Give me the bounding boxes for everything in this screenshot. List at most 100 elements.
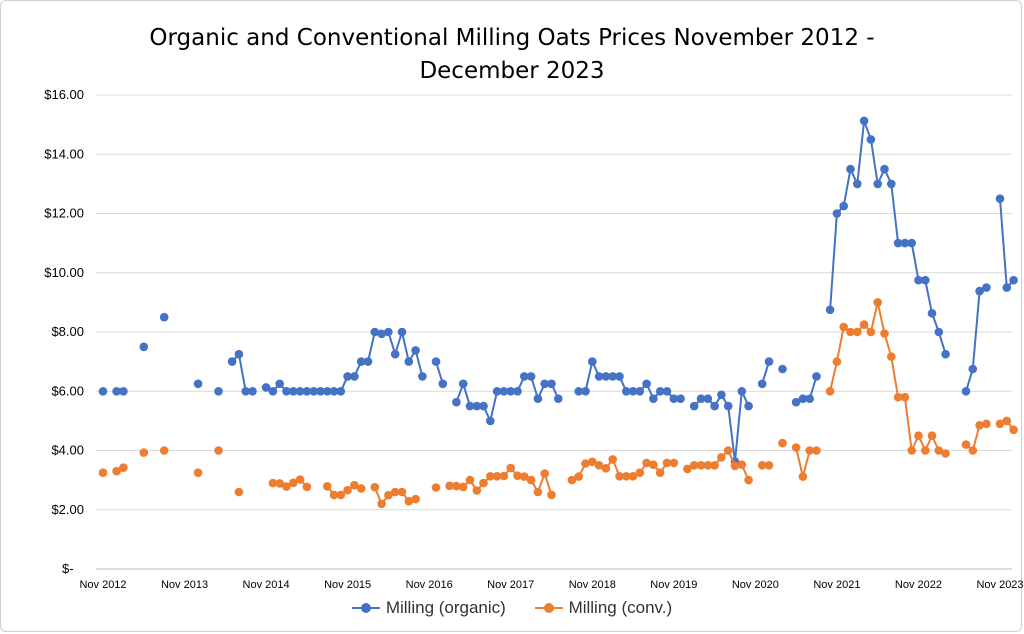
- data-point: [492, 472, 502, 481]
- data-point: [214, 446, 223, 455]
- data-point: [880, 329, 889, 338]
- data-point: [275, 479, 285, 488]
- data-point: [289, 387, 298, 396]
- data-point: [486, 416, 495, 426]
- legend-label-conv: Milling (conv.): [568, 598, 673, 617]
- data-point: [227, 357, 237, 366]
- data-point: [723, 401, 733, 411]
- data-point: [526, 475, 536, 485]
- x-tick-label: Nov 2014: [243, 579, 290, 591]
- data-point: [730, 461, 740, 471]
- data-point: [859, 116, 869, 126]
- data-point: [547, 490, 556, 500]
- data-point: [574, 472, 583, 481]
- data-point: [248, 387, 257, 396]
- data-point: [431, 357, 441, 366]
- data-point: [295, 475, 305, 484]
- data-point: [234, 487, 244, 497]
- data-point: [615, 472, 624, 481]
- data-point: [873, 298, 882, 307]
- data-point: [696, 394, 706, 404]
- data-point: [615, 372, 624, 381]
- data-point: [119, 387, 128, 396]
- data-point: [662, 387, 672, 396]
- legend-swatch-organic: [351, 603, 380, 613]
- data-point: [329, 490, 339, 500]
- data-point: [193, 468, 203, 478]
- data-point: [635, 387, 645, 396]
- data-point: [859, 320, 869, 329]
- data-point: [941, 349, 950, 359]
- data-point: [669, 458, 679, 468]
- data-point: [798, 394, 808, 404]
- data-point: [683, 464, 692, 474]
- data-point: [778, 364, 787, 374]
- chart-title-line-2: December 2023: [419, 58, 605, 84]
- data-point: [1009, 275, 1018, 285]
- y-axis: $- $2.00 $4.00 $6.00 $8.00 $10.00 $12.00 $14.00…: [44, 87, 84, 576]
- data-point: [506, 463, 515, 473]
- data-point: [764, 461, 774, 470]
- data-point: [887, 352, 896, 361]
- data-point: [445, 481, 454, 491]
- data-point: [887, 179, 896, 189]
- data-point: [533, 394, 543, 404]
- data-point: [961, 387, 971, 396]
- x-tick-label: Nov 2016: [406, 579, 453, 591]
- data-point: [112, 387, 121, 396]
- data-point: [900, 238, 910, 248]
- y-tick-label: $10.00: [44, 265, 84, 280]
- data-point: [689, 401, 699, 411]
- data-point: [866, 327, 876, 337]
- data-point: [594, 372, 604, 381]
- data-point: [479, 401, 488, 411]
- data-point: [139, 342, 149, 352]
- data-point: [159, 312, 169, 322]
- data-point: [282, 387, 291, 396]
- data-point: [472, 486, 482, 495]
- data-point: [880, 164, 889, 174]
- data-point: [723, 446, 733, 455]
- data-point: [261, 383, 271, 392]
- data-point: [757, 461, 767, 470]
- data-point: [486, 472, 495, 481]
- data-point: [336, 490, 346, 500]
- x-tick-label: Nov 2022: [895, 579, 942, 591]
- data-point: [737, 460, 747, 470]
- data-point: [513, 387, 522, 396]
- data-point: [574, 387, 583, 396]
- series-line-segment: [999, 198, 1015, 289]
- chart-title: Organic and Conventional Milling Oats Pr…: [0, 22, 1024, 88]
- y-tick-label: $2.00: [51, 502, 84, 517]
- data-point: [540, 379, 549, 389]
- y-tick-label: $-: [62, 561, 74, 576]
- data-point: [812, 446, 821, 455]
- data-point: [622, 472, 631, 481]
- data-point: [479, 478, 488, 488]
- data-point: [547, 379, 556, 389]
- data-point: [139, 448, 149, 457]
- data-point: [520, 372, 529, 381]
- data-point: [363, 357, 373, 366]
- data-point: [377, 329, 386, 339]
- data-point: [506, 387, 515, 396]
- data-point: [1002, 283, 1012, 292]
- data-point: [390, 487, 400, 497]
- data-point: [649, 460, 658, 470]
- data-point: [390, 349, 400, 359]
- data-point: [853, 179, 862, 189]
- data-point: [268, 387, 278, 396]
- data-point: [452, 481, 461, 491]
- data-point: [893, 238, 903, 248]
- data-point: [921, 446, 930, 455]
- data-point: [642, 458, 651, 468]
- data-point: [893, 392, 903, 402]
- data-point: [676, 394, 685, 404]
- data-point: [370, 482, 380, 492]
- data-point: [968, 364, 978, 374]
- data-point: [350, 480, 359, 490]
- x-tick-label: Nov 2019: [650, 579, 697, 591]
- legend-marker-organic: [360, 603, 371, 613]
- data-point: [995, 194, 1005, 203]
